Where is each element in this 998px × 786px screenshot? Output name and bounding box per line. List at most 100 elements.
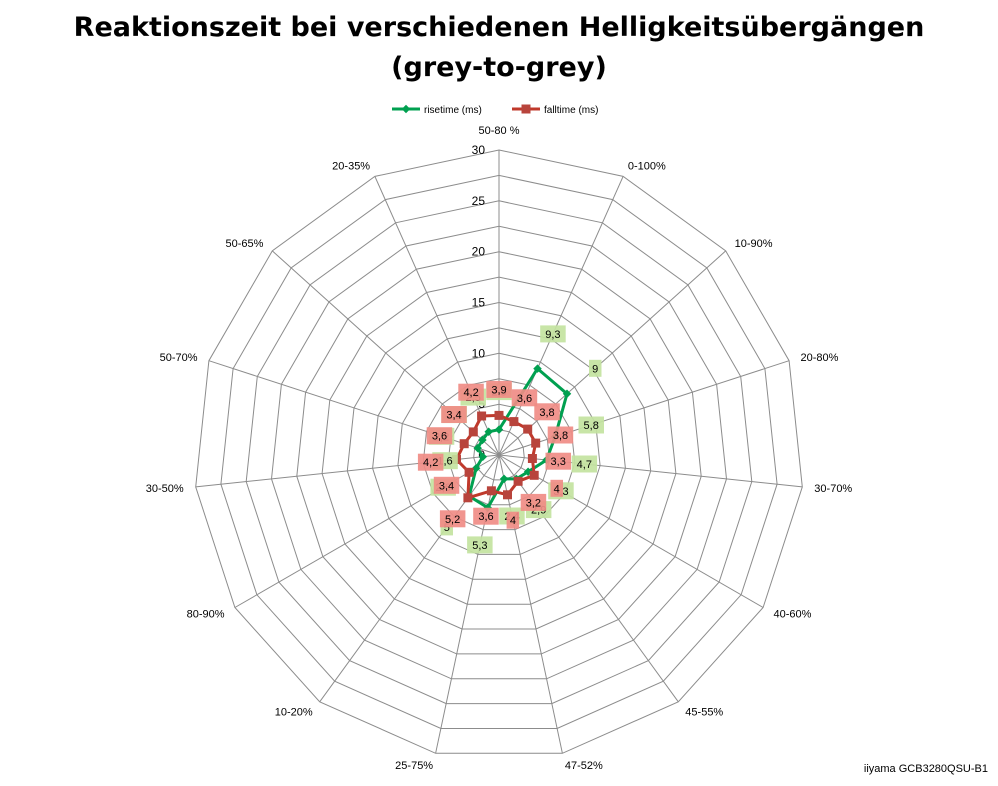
falltime-point — [523, 424, 533, 434]
falltime-label-box — [486, 380, 512, 398]
falltime-label-box — [433, 476, 460, 494]
data-labels: 2,59,395,84,73,32,92,45,352,61,62,22,22,… — [417, 325, 604, 554]
axis-label: 20-80% — [801, 352, 839, 364]
axis-label: 50-70% — [160, 352, 198, 364]
falltime-label-box — [417, 453, 444, 471]
risetime-data-label: 5,3 — [472, 540, 487, 552]
risetime-data-label: 9,3 — [545, 329, 560, 341]
axis-label: 50-65% — [225, 238, 263, 250]
risetime-point — [471, 463, 481, 473]
grid-ring — [422, 378, 576, 531]
tick-label: 10 — [472, 346, 486, 360]
legend: risetime (ms) falltime (ms) — [392, 104, 598, 116]
grid-ring — [447, 403, 551, 506]
grid-spoke — [234, 454, 500, 608]
axis-label: 30-50% — [146, 483, 184, 495]
chart-title: Reaktionszeit bei verschiedenen Helligke… — [73, 12, 925, 83]
falltime-label-box — [458, 383, 484, 401]
falltime-data-label: 3,8 — [553, 430, 568, 442]
falltime-point — [521, 104, 531, 114]
falltime-data-label: 3,6 — [517, 393, 532, 405]
risetime-data-label: 9 — [592, 363, 598, 375]
falltime-data-label: 4,2 — [463, 387, 478, 399]
falltime-point — [463, 493, 473, 503]
footer-credit: iiyama GCB3280QSU-B1 — [863, 763, 988, 775]
legend-item-risetime: risetime (ms) — [392, 104, 482, 116]
grid-ring — [270, 225, 728, 680]
falltime-data-label: 3,2 — [526, 497, 541, 509]
grid-ring — [195, 149, 803, 754]
falltime-data-label: 4,2 — [423, 457, 438, 469]
axis-labels: 50-80 % 0-100% 10-90% 20-80% 30-70% 40-60% 45-… — [146, 125, 853, 772]
falltime-label-box — [520, 493, 547, 511]
falltime-label-box — [534, 403, 560, 421]
grid-ring — [346, 301, 652, 605]
falltime-point — [494, 410, 504, 420]
falltime-data-label: 3,4 — [446, 410, 461, 422]
falltime-label-box — [506, 511, 520, 529]
legend-item-falltime: falltime (ms) — [512, 104, 598, 116]
axis-label: 10-20% — [275, 707, 313, 719]
falltime-point — [531, 438, 541, 448]
grid-spoke — [271, 250, 500, 456]
axis-label: 0-100% — [628, 160, 666, 172]
risetime-point — [484, 427, 493, 437]
falltime-label-box — [550, 479, 563, 497]
grid-spoke — [498, 250, 727, 456]
risetime-data-label: 5,8 — [584, 420, 599, 432]
falltime-data-label: 4 — [554, 483, 560, 495]
tick-label: 20 — [472, 245, 486, 259]
axis-label: 40-60% — [774, 609, 812, 621]
grid-ring — [473, 429, 525, 481]
falltime-data-label: 5,2 — [445, 514, 460, 526]
axis-label: 20-35% — [332, 160, 370, 172]
grid-ring — [372, 327, 626, 580]
risetime-point — [494, 425, 504, 434]
falltime-point — [459, 439, 469, 449]
grid-ring — [397, 352, 601, 555]
tick-label: 30 — [472, 143, 486, 157]
falltime-label-box — [426, 427, 453, 445]
grid-ring — [220, 174, 778, 729]
grid-spoke — [498, 360, 790, 456]
falltime-point — [529, 470, 539, 480]
grid-spoke — [319, 454, 500, 703]
falltime-point — [477, 411, 487, 421]
axis-label: 47-52% — [565, 760, 603, 772]
risetime-label-box — [467, 536, 493, 554]
risetime-label-box — [578, 416, 604, 434]
falltime-point — [503, 490, 512, 500]
grid-ring — [245, 200, 753, 705]
grid-spoke — [498, 454, 679, 703]
falltime-point — [527, 454, 537, 463]
falltime-data-label: 3,3 — [551, 456, 566, 468]
falltime-label-box — [547, 426, 574, 444]
falltime-label-box — [511, 389, 538, 407]
axis-label: 10-90% — [735, 238, 773, 250]
falltime-label-box — [545, 452, 571, 470]
grid-ring — [321, 276, 677, 630]
tick-label: 15 — [472, 296, 486, 310]
grid-ring — [296, 251, 702, 655]
grid-spoke — [374, 176, 500, 456]
grid-spoke — [498, 454, 563, 754]
falltime-data-label: 3,6 — [478, 511, 493, 523]
falltime-label-box — [439, 510, 466, 528]
axis-label: 45-55% — [685, 707, 723, 719]
risetime-label-box — [540, 325, 566, 343]
grid-spoke — [498, 454, 764, 608]
risetime-point — [499, 474, 509, 484]
falltime-data-label: 3,6 — [432, 431, 447, 443]
legend-label: risetime (ms) — [424, 105, 482, 116]
falltime-point — [468, 427, 478, 437]
grid — [195, 149, 803, 754]
risetime-point — [478, 435, 487, 445]
falltime-point — [464, 467, 474, 477]
risetime-point — [401, 104, 411, 114]
risetime-data-label: 5 — [444, 522, 450, 534]
risetime-data-label: 4,7 — [577, 459, 592, 471]
falltime-data-label: 3,8 — [539, 407, 554, 419]
axis-label: 25-75% — [395, 760, 433, 772]
axis-label: 80-90% — [187, 609, 225, 621]
